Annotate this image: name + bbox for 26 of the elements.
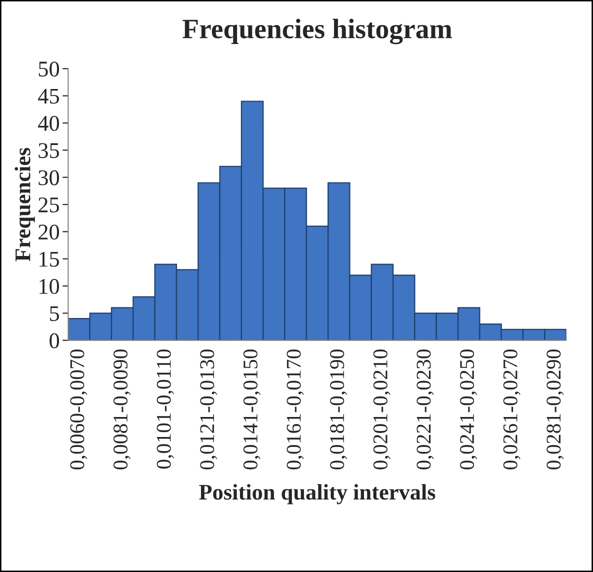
y-tick-label: 30 bbox=[38, 170, 60, 186]
y-tick-label: 25 bbox=[38, 197, 59, 212]
x-tick-label: 0,0121-0,0130 bbox=[200, 349, 218, 470]
x-tick-label: 0,0241-0,0250 bbox=[460, 349, 478, 470]
x-tick-label: 0,0181-0,0190 bbox=[330, 349, 348, 470]
x-tick-label: 0,0261-0,0270 bbox=[503, 349, 520, 470]
x-tick-label: 0,0081-0,0090 bbox=[113, 349, 131, 470]
x-tick-label: 0,0060-0,0070 bbox=[70, 349, 88, 470]
x-tick-label: 0,0101-0,0110 bbox=[156, 349, 174, 469]
x-tick-label: 0,0201-0,0210 bbox=[373, 349, 390, 470]
y-tick-label: 40 bbox=[38, 116, 60, 131]
x-tick-label: 0,0221-0,0230 bbox=[416, 349, 434, 470]
chart-title: Frequencies histogram bbox=[182, 18, 452, 44]
x-tick-label: 0,0281-0,0290 bbox=[546, 349, 564, 470]
x-tick-label: 0,0161-0,0170 bbox=[286, 349, 304, 470]
y-tick-label: 5 bbox=[50, 306, 59, 322]
y-tick-label: 10 bbox=[40, 278, 60, 294]
y-tick-label: 20 bbox=[38, 224, 60, 240]
y-tick-label: 15 bbox=[40, 252, 59, 267]
y-tick-label: 35 bbox=[38, 143, 59, 158]
x-tick-label: 0,0141-0,0150 bbox=[243, 349, 260, 470]
x-axis-title: Position quality intervals bbox=[199, 484, 436, 504]
y-tick-label: 0 bbox=[50, 333, 60, 348]
y-axis-title: Frequencies bbox=[14, 148, 35, 262]
y-tick-label: 50 bbox=[38, 62, 60, 77]
y-tick-label: 45 bbox=[38, 88, 59, 104]
